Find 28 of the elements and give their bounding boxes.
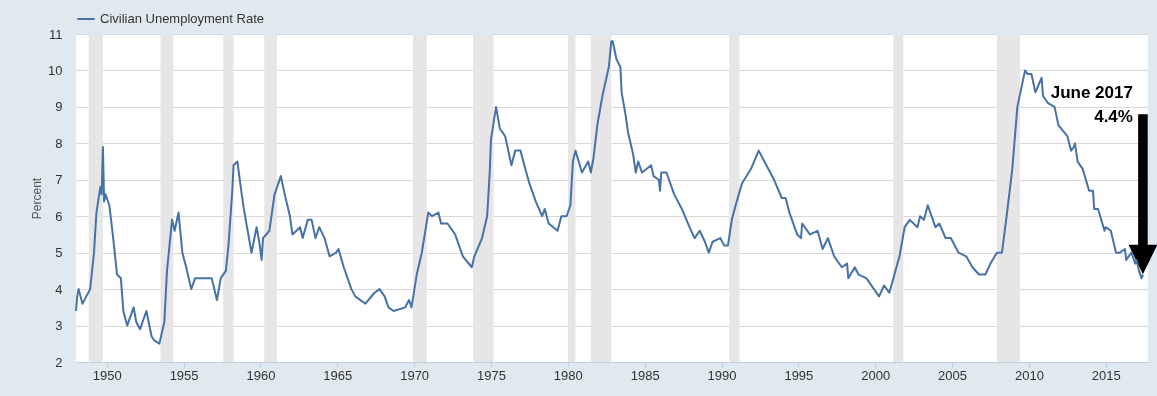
x-tick-label: 1990 <box>707 367 737 383</box>
legend-label: Civilian Unemployment Rate <box>100 11 265 26</box>
x-tick-label: 1970 <box>400 367 430 383</box>
y-tick-label: 2 <box>55 354 63 370</box>
x-tick-label: 1955 <box>169 367 199 383</box>
y-tick-label: 7 <box>55 172 63 188</box>
y-tick-label: 6 <box>55 208 63 224</box>
y-tick-label: 11 <box>49 26 63 42</box>
y-tick-label: 5 <box>55 245 63 261</box>
x-tick-label: 2015 <box>1091 367 1121 383</box>
y-tick-label: 9 <box>55 99 63 115</box>
annotation: June 2017 4.4% <box>1050 83 1133 127</box>
y-tick-label: 8 <box>55 135 63 151</box>
x-tick-label: 1960 <box>246 367 276 383</box>
line-series <box>75 40 1144 345</box>
x-tick-label: 1950 <box>92 367 122 383</box>
y-tick-label: 4 <box>55 281 63 297</box>
x-tick-label: 2005 <box>938 367 967 383</box>
x-tick-label: 2010 <box>1014 367 1044 383</box>
y-tick-label: 10 <box>48 62 63 78</box>
x-tick-label: 1995 <box>784 367 814 383</box>
x-tick-label: 1965 <box>323 367 353 383</box>
y-axis-title: Percent <box>30 177 45 220</box>
y-tick-label: 3 <box>55 318 63 334</box>
x-tick-label: 2000 <box>861 367 891 383</box>
x-tick-label: 1980 <box>553 367 583 383</box>
x-tick-label: 1985 <box>630 367 660 383</box>
x-tick-label: 1975 <box>477 367 506 383</box>
